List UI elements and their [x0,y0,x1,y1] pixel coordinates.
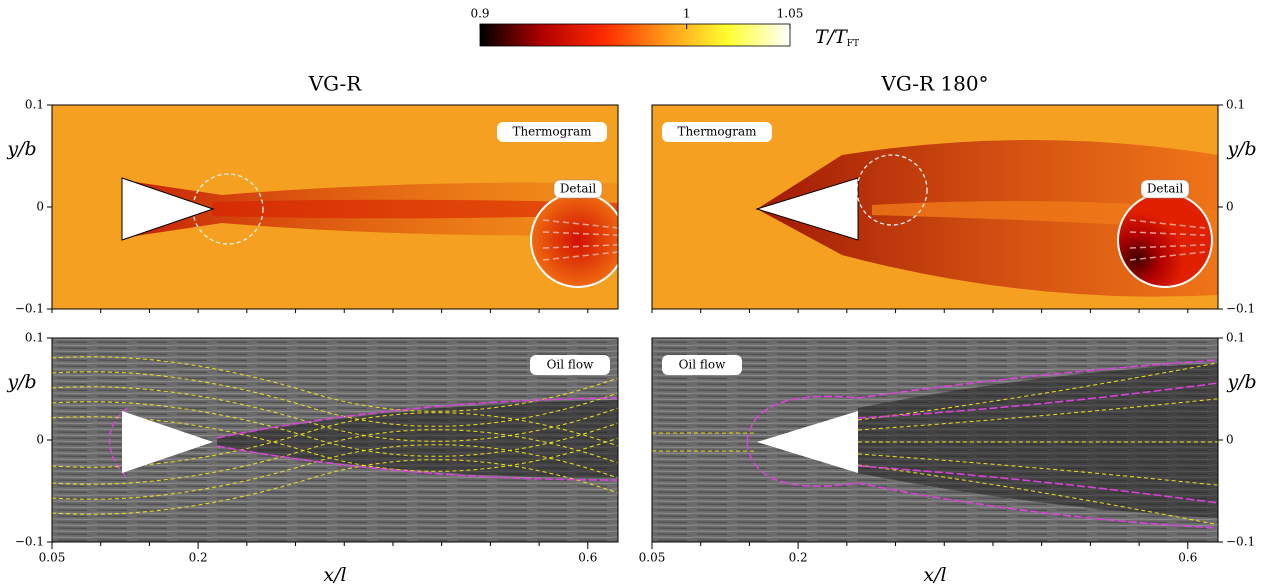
y-tick-label: 0 [1226,433,1234,447]
panel-title: VG-R [308,72,363,96]
colorbar-tick-label: 1.05 [777,7,804,21]
x-tick-label: 0.6 [578,551,597,565]
annotation: Oil flow [679,358,727,372]
y-tick-label: 0 [36,433,44,447]
x-tick-label: 0.05 [639,551,666,565]
panel: Thermogram Detail −0.1 0 0.1 y/b VG-R [6,72,625,316]
annotation: Thermogram [512,125,592,139]
detail-circle [531,193,625,287]
y-axis-label: y/b [6,138,36,160]
y-axis-label: y/b [1226,138,1256,160]
x-tick-label: 0.05 [39,551,66,565]
panel-title: VG-R 180° [880,72,988,96]
colorbar-label-sub: FT [847,39,859,49]
y-tick-label: −0.1 [1226,302,1255,316]
y-tick-label: 0.1 [25,331,44,345]
y-tick-label: 0.1 [25,98,44,112]
y-tick-label: 0.1 [1226,331,1245,345]
y-tick-label: −0.1 [15,535,44,549]
y-tick-label: −0.1 [15,302,44,316]
figure: 0.9 1 1.05 T/TFT Thermogram Detail −0.1 0 0.1 y/b… [0,0,1269,584]
y-axis-label: y/b [6,371,36,393]
x-tick-label: 0.2 [189,551,208,565]
annotation: Detail [1147,182,1184,196]
panel: Oil flow 0.05 0.2 0.6 −0.1 0 0.1 y/b x/l [6,331,618,584]
colorbar-tick-label: 0.9 [470,7,489,21]
y-tick-label: −0.1 [1226,535,1255,549]
x-axis-label: x/l [323,564,346,584]
y-tick-label: 0.1 [1226,98,1245,112]
annotation: Thermogram [677,125,757,139]
panel: Oil flow 0.05 0.2 0.6 −0.1 0 0.1 y/b x/l [639,331,1257,584]
x-axis-label: x/l [923,564,946,584]
colorbar [480,24,790,46]
x-tick-label: 0.6 [1178,551,1197,565]
annotation: Detail [560,182,597,196]
y-tick-label: 0 [1226,200,1234,214]
colorbar-tick-label: 1 [683,7,691,21]
annotation: Oil flow [547,358,595,372]
panel: Thermogram Detail −0.1 0 0.1 y/b VG-R 180° [652,72,1257,316]
y-axis-label: y/b [1226,371,1256,393]
y-tick-label: 0 [36,200,44,214]
detail-circle [1118,193,1212,287]
colorbar-label: T/TFT [815,26,859,49]
x-tick-label: 0.2 [789,551,808,565]
